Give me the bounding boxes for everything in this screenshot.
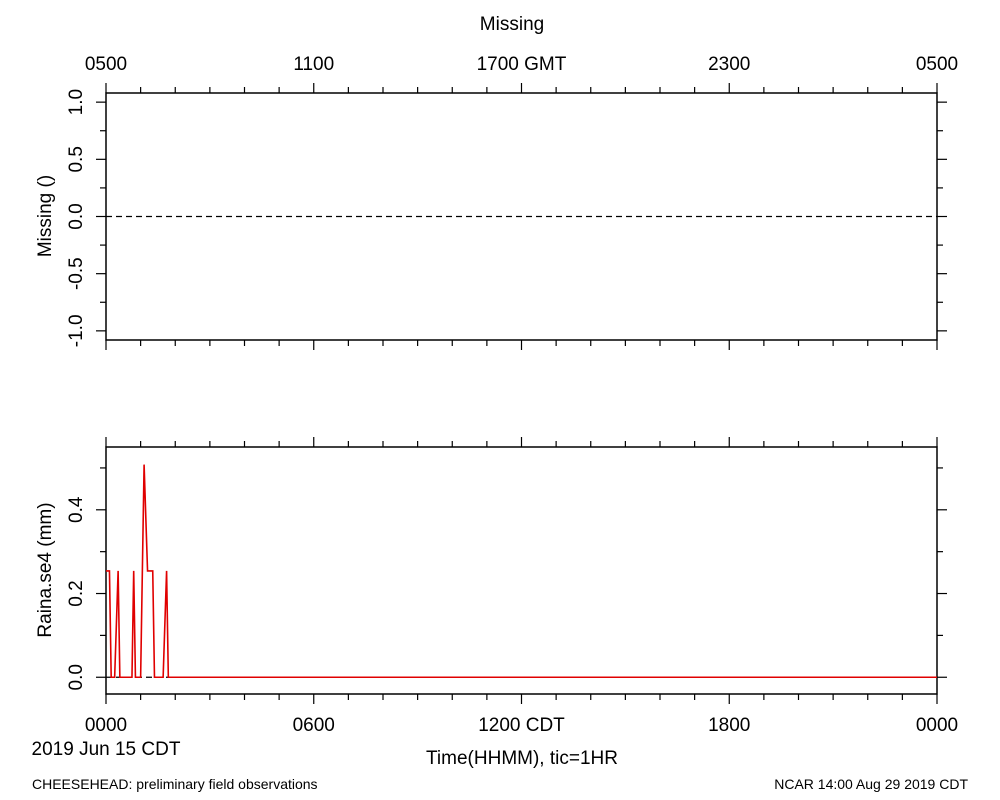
x-tick-label: 0500 bbox=[916, 54, 958, 75]
y-tick-label: 1.0 bbox=[66, 89, 87, 115]
missing-y-axis-ticks: -1.0 -0.5 0.0 0.5 1.0 bbox=[66, 89, 947, 347]
y-tick-label: 0.0 bbox=[66, 664, 87, 690]
rain-y-axis-label: Raina.se4 (mm) bbox=[35, 502, 56, 637]
missing-top-axis-ticks: 0500 1100 1700 GMT 2300 0500 bbox=[85, 54, 958, 93]
footer-timestamp: NCAR 14:00 Aug 29 2019 CDT bbox=[774, 776, 968, 792]
x-tick-label: 2300 bbox=[708, 54, 750, 75]
y-tick-label: -0.5 bbox=[66, 257, 87, 290]
x-tick-label: 0000 bbox=[916, 715, 958, 736]
y-tick-label: -1.0 bbox=[66, 314, 87, 347]
x-tick-label: 1100 bbox=[293, 54, 334, 75]
x-tick-label: 1700 GMT bbox=[477, 54, 567, 75]
missing-panel-title: Missing bbox=[480, 14, 544, 35]
x-tick-label: 0500 bbox=[85, 54, 127, 75]
rain-y-axis-ticks: 0.0 0.2 0.4 bbox=[66, 467, 947, 690]
x-tick-label: 0000 bbox=[85, 715, 127, 736]
x-tick-label: 1800 bbox=[708, 715, 750, 736]
rain-plot-frame bbox=[105, 446, 938, 695]
y-tick-label: 0.4 bbox=[66, 496, 87, 523]
x-tick-label: 0600 bbox=[293, 715, 335, 736]
x-tick-label: 1200 CDT bbox=[478, 715, 565, 736]
rain-top-axis-ticks bbox=[105, 437, 938, 447]
rain-series-line bbox=[106, 464, 937, 679]
rain-panel: 0000 0600 1200 CDT 1800 0000 0.0 0.2 0.4 Raina… bbox=[32, 437, 958, 769]
missing-panel: Missing 0500 1100 1700 GMT 2300 0500 -1.0 -0.… bbox=[35, 14, 958, 350]
footer-project-note: CHEESEHEAD: preliminary field observatio… bbox=[32, 776, 318, 792]
missing-y-axis-label: Missing () bbox=[35, 175, 56, 257]
y-tick-label: 0.0 bbox=[66, 203, 87, 229]
y-tick-label: 0.5 bbox=[66, 146, 87, 172]
missing-bottom-axis-ticks bbox=[105, 340, 938, 350]
y-tick-label: 0.2 bbox=[66, 580, 87, 606]
rain-x-axis-label: Time(HHMM), tic=1HR bbox=[426, 748, 618, 769]
rain-bottom-axis-ticks: 0000 0600 1200 CDT 1800 0000 bbox=[85, 694, 958, 736]
rain-date-label: 2019 Jun 15 CDT bbox=[32, 739, 181, 760]
